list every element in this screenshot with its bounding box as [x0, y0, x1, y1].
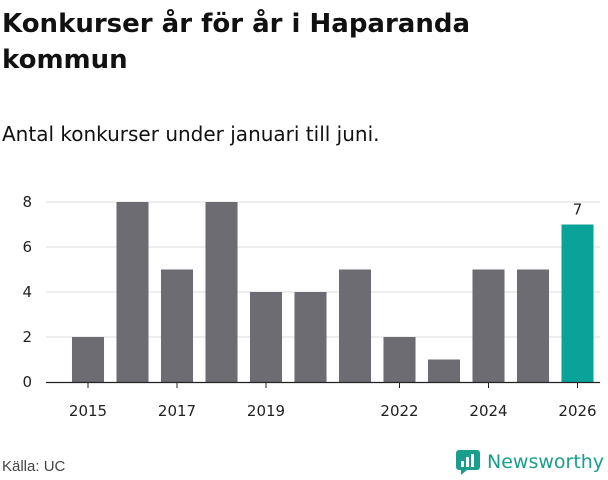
bar-2015	[71, 337, 105, 382]
bar-2023	[427, 359, 461, 382]
x-tick-label: 2026	[558, 402, 596, 420]
bar-2019	[249, 292, 283, 382]
x-tick-label: 2019	[247, 402, 285, 420]
bar-2026	[561, 224, 594, 382]
bar-2024	[472, 269, 505, 382]
x-tick-label: 2017	[158, 402, 196, 420]
bar-2020	[294, 292, 327, 382]
source-note: Källa: UC	[2, 458, 66, 475]
newsworthy-logo-icon	[456, 450, 480, 475]
x-tick-label: 2022	[380, 402, 418, 420]
bar-2021	[338, 269, 372, 382]
y-tick-label: 8	[22, 193, 32, 211]
bar-2022	[383, 337, 416, 382]
data-label: 7	[573, 201, 583, 219]
chart-subtitle: Antal konkurser under januari till juni.	[2, 122, 380, 146]
bar-2017	[160, 269, 194, 382]
y-tick-label: 2	[22, 328, 32, 346]
y-tick-label: 0	[22, 373, 32, 391]
newsworthy-logo: Newsworthy	[455, 449, 604, 475]
bar-chart: 0 2 4 6 8 2015 2017 2019 2022 2024 2026 7	[22, 193, 600, 420]
y-tick-label: 4	[22, 283, 32, 301]
x-tick-label: 2024	[469, 402, 507, 420]
x-tick-label: 2015	[69, 402, 107, 420]
y-tick-label: 6	[22, 238, 32, 256]
bar-2016	[116, 202, 149, 382]
chart-title: Konkurser år för år i Haparanda kommun	[2, 9, 471, 75]
logo-text: Newsworthy	[487, 451, 605, 473]
bar-2025	[516, 269, 550, 382]
bar-2018	[205, 202, 238, 382]
